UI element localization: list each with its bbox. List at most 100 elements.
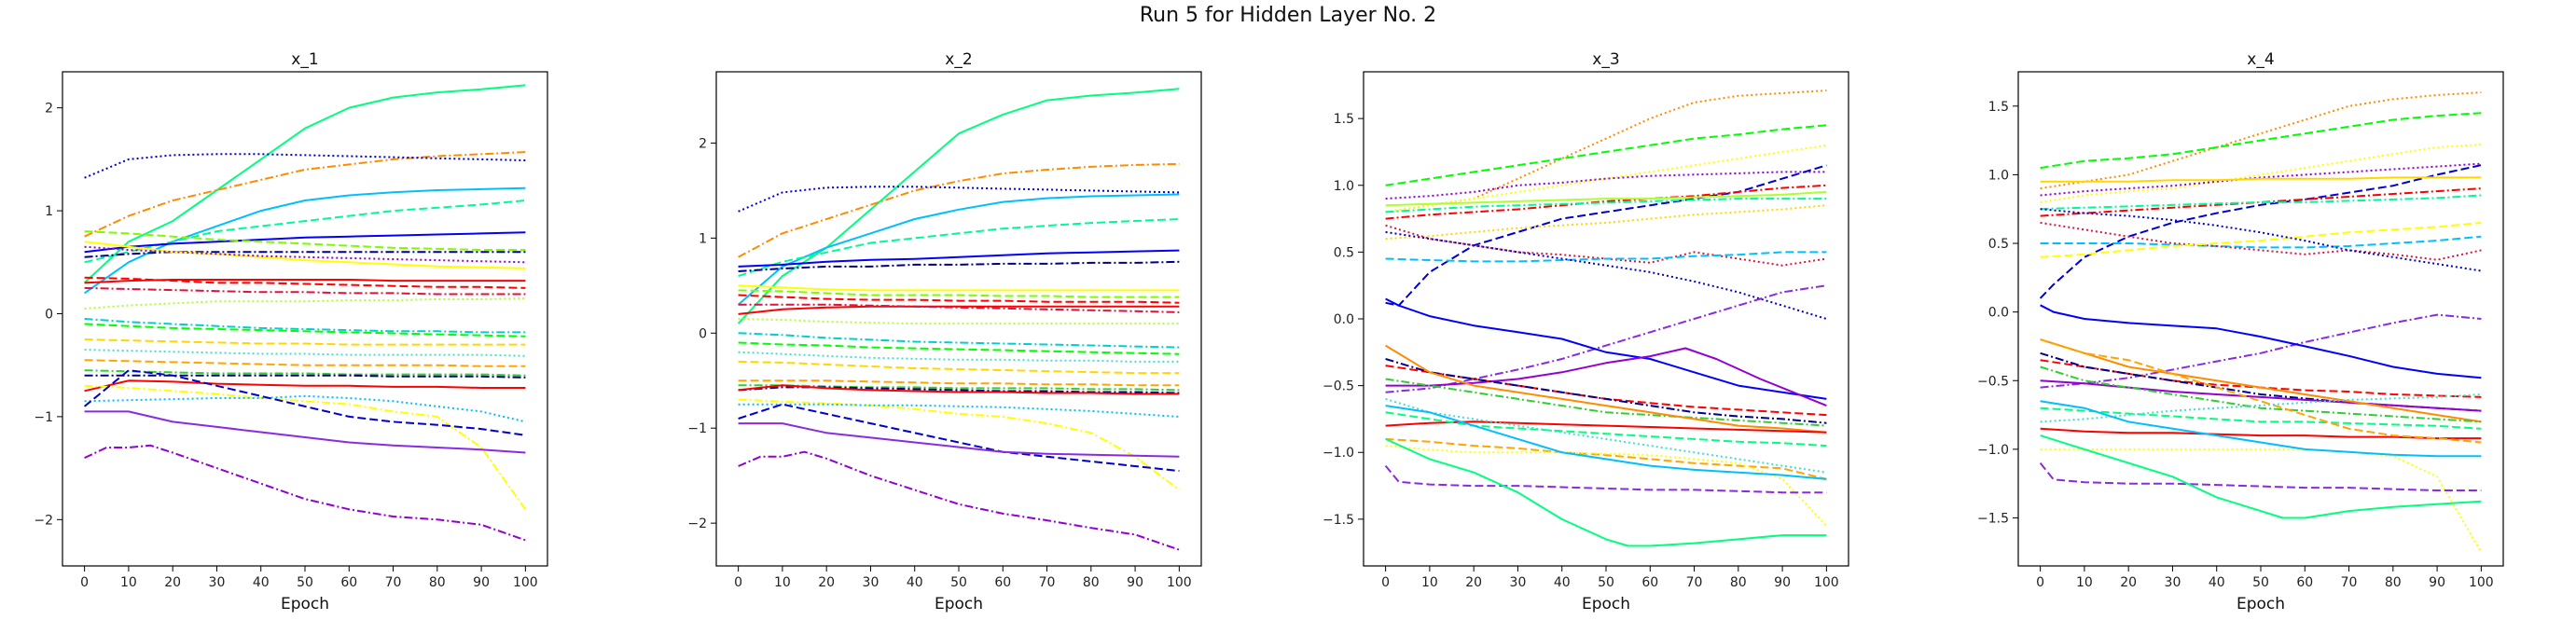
series-line-19	[2040, 365, 2482, 423]
series-line-6	[738, 249, 1180, 268]
series-line-15	[738, 341, 1180, 355]
x-tick-label: 80	[1083, 575, 1100, 590]
series-line-1	[737, 88, 1180, 324]
series-line-4	[737, 193, 1180, 306]
x-tick-label: 70	[2341, 575, 2358, 590]
x-tick: 0	[2036, 566, 2044, 590]
y-tick-label: 2	[699, 136, 707, 151]
x-tick-label: 10	[1421, 575, 1438, 590]
x-tick-label: 90	[1127, 575, 1143, 590]
series-line-24	[738, 403, 1180, 473]
x-tick-label: 0	[2036, 575, 2044, 590]
series-line-5	[2039, 164, 2482, 299]
y-tick: 1.0	[1334, 179, 1364, 194]
series-line-25	[2040, 400, 2482, 458]
x-tick-label: 70	[1686, 575, 1703, 590]
subplot-3: 0 10 20 30 40 50 60 70 80 90 100 −1.5 −1.0 −0.5 0.0 0.5…	[1323, 50, 1849, 613]
series-line-1	[83, 84, 526, 284]
x-tick-label: 70	[385, 575, 402, 590]
x-tick: 70	[1039, 566, 1055, 590]
y-tick-label: −1	[34, 410, 53, 425]
y-tick: 0	[699, 326, 716, 341]
y-tick-label: −1.5	[1977, 511, 2009, 526]
series-line-10	[1385, 224, 1827, 267]
series-line-20	[738, 386, 1180, 394]
series-line-7	[84, 251, 526, 258]
series-line-12	[738, 303, 1180, 313]
series-line-6	[1385, 184, 1827, 220]
x-tick: 80	[429, 566, 446, 590]
series-line-27	[84, 444, 526, 542]
series-line-8	[1385, 198, 1827, 214]
x-tick-label: 60	[994, 575, 1011, 590]
series-line-8	[2040, 194, 2482, 211]
x-axis-label: Epoch	[1582, 595, 1630, 613]
x-tick: 100	[513, 566, 538, 590]
series-line-23	[738, 403, 1180, 418]
x-tick: 50	[297, 566, 313, 590]
y-tick: −1.5	[1977, 511, 2018, 526]
y-tick-label: −1.5	[1323, 513, 1354, 528]
x-tick-label: 20	[164, 575, 181, 590]
x-tick: 70	[385, 566, 402, 590]
series-line-6	[2040, 176, 2482, 183]
series-line-8	[738, 284, 1180, 292]
y-tick: −1	[34, 410, 62, 425]
series-line-25	[738, 422, 1180, 458]
series-line-8	[84, 230, 526, 251]
series-line-14	[84, 296, 526, 310]
x-tick: 100	[2469, 566, 2494, 590]
x-tick: 90	[1774, 566, 1791, 590]
x-tick: 10	[2076, 566, 2093, 590]
y-tick: −1.0	[1323, 446, 1364, 461]
x-tick: 40	[907, 566, 923, 590]
series-line-14	[738, 332, 1180, 349]
y-tick: −1.0	[1977, 443, 2018, 458]
y-tick: 0.5	[1988, 237, 2018, 252]
y-tick-label: 1.5	[1334, 112, 1354, 127]
x-tick-label: 50	[950, 575, 967, 590]
series-line-17	[1385, 358, 1827, 424]
y-tick-label: 1	[699, 231, 707, 246]
x-tick: 40	[1554, 566, 1571, 590]
x-tick: 60	[2296, 566, 2313, 590]
x-tick-label: 40	[907, 575, 923, 590]
series-line-4	[2040, 162, 2482, 197]
x-tick-label: 30	[863, 575, 879, 590]
x-tick: 0	[734, 566, 742, 590]
series-line-19	[1385, 344, 1827, 434]
series-line-12	[84, 279, 526, 284]
series-group	[83, 84, 527, 542]
series-line-27	[2040, 434, 2482, 519]
x-tick-label: 60	[340, 575, 357, 590]
x-tick-label: 30	[1510, 575, 1527, 590]
x-tick: 30	[209, 566, 225, 590]
subplot-title: x_2	[945, 50, 972, 69]
subplot-4: 0 10 20 30 40 50 60 70 80 90 100 −1.5 −1.0 −0.5 0.0 0.5…	[1977, 50, 2504, 613]
x-tick-label: 50	[2252, 575, 2269, 590]
x-tick-label: 0	[80, 575, 89, 590]
series-line-7	[738, 260, 1180, 272]
y-tick: 2	[45, 102, 62, 117]
series-line-24	[1385, 445, 1828, 527]
series-line-26	[738, 450, 1180, 551]
x-tick-label: 40	[2209, 575, 2225, 590]
x-tick: 20	[1465, 566, 1482, 590]
x-tick-label: 80	[429, 575, 446, 590]
series-line-18	[2040, 338, 2482, 423]
x-tick-label: 90	[2429, 575, 2445, 590]
series-line-16	[1385, 365, 1827, 417]
x-tick-label: 90	[1774, 575, 1791, 590]
series-line-11	[738, 305, 1180, 315]
series-line-16	[84, 323, 526, 338]
x-tick: 90	[473, 566, 490, 590]
x-tick: 20	[164, 566, 181, 590]
series-line-22	[738, 398, 1181, 491]
series-line-17	[738, 360, 1180, 375]
y-tick-label: 0.5	[1988, 237, 2009, 252]
series-line-21	[738, 384, 1180, 395]
y-tick: 0.0	[1334, 312, 1364, 327]
series-line-7	[2040, 187, 2482, 217]
series-line-9	[2040, 235, 2482, 249]
y-tick-label: −2	[34, 513, 53, 528]
